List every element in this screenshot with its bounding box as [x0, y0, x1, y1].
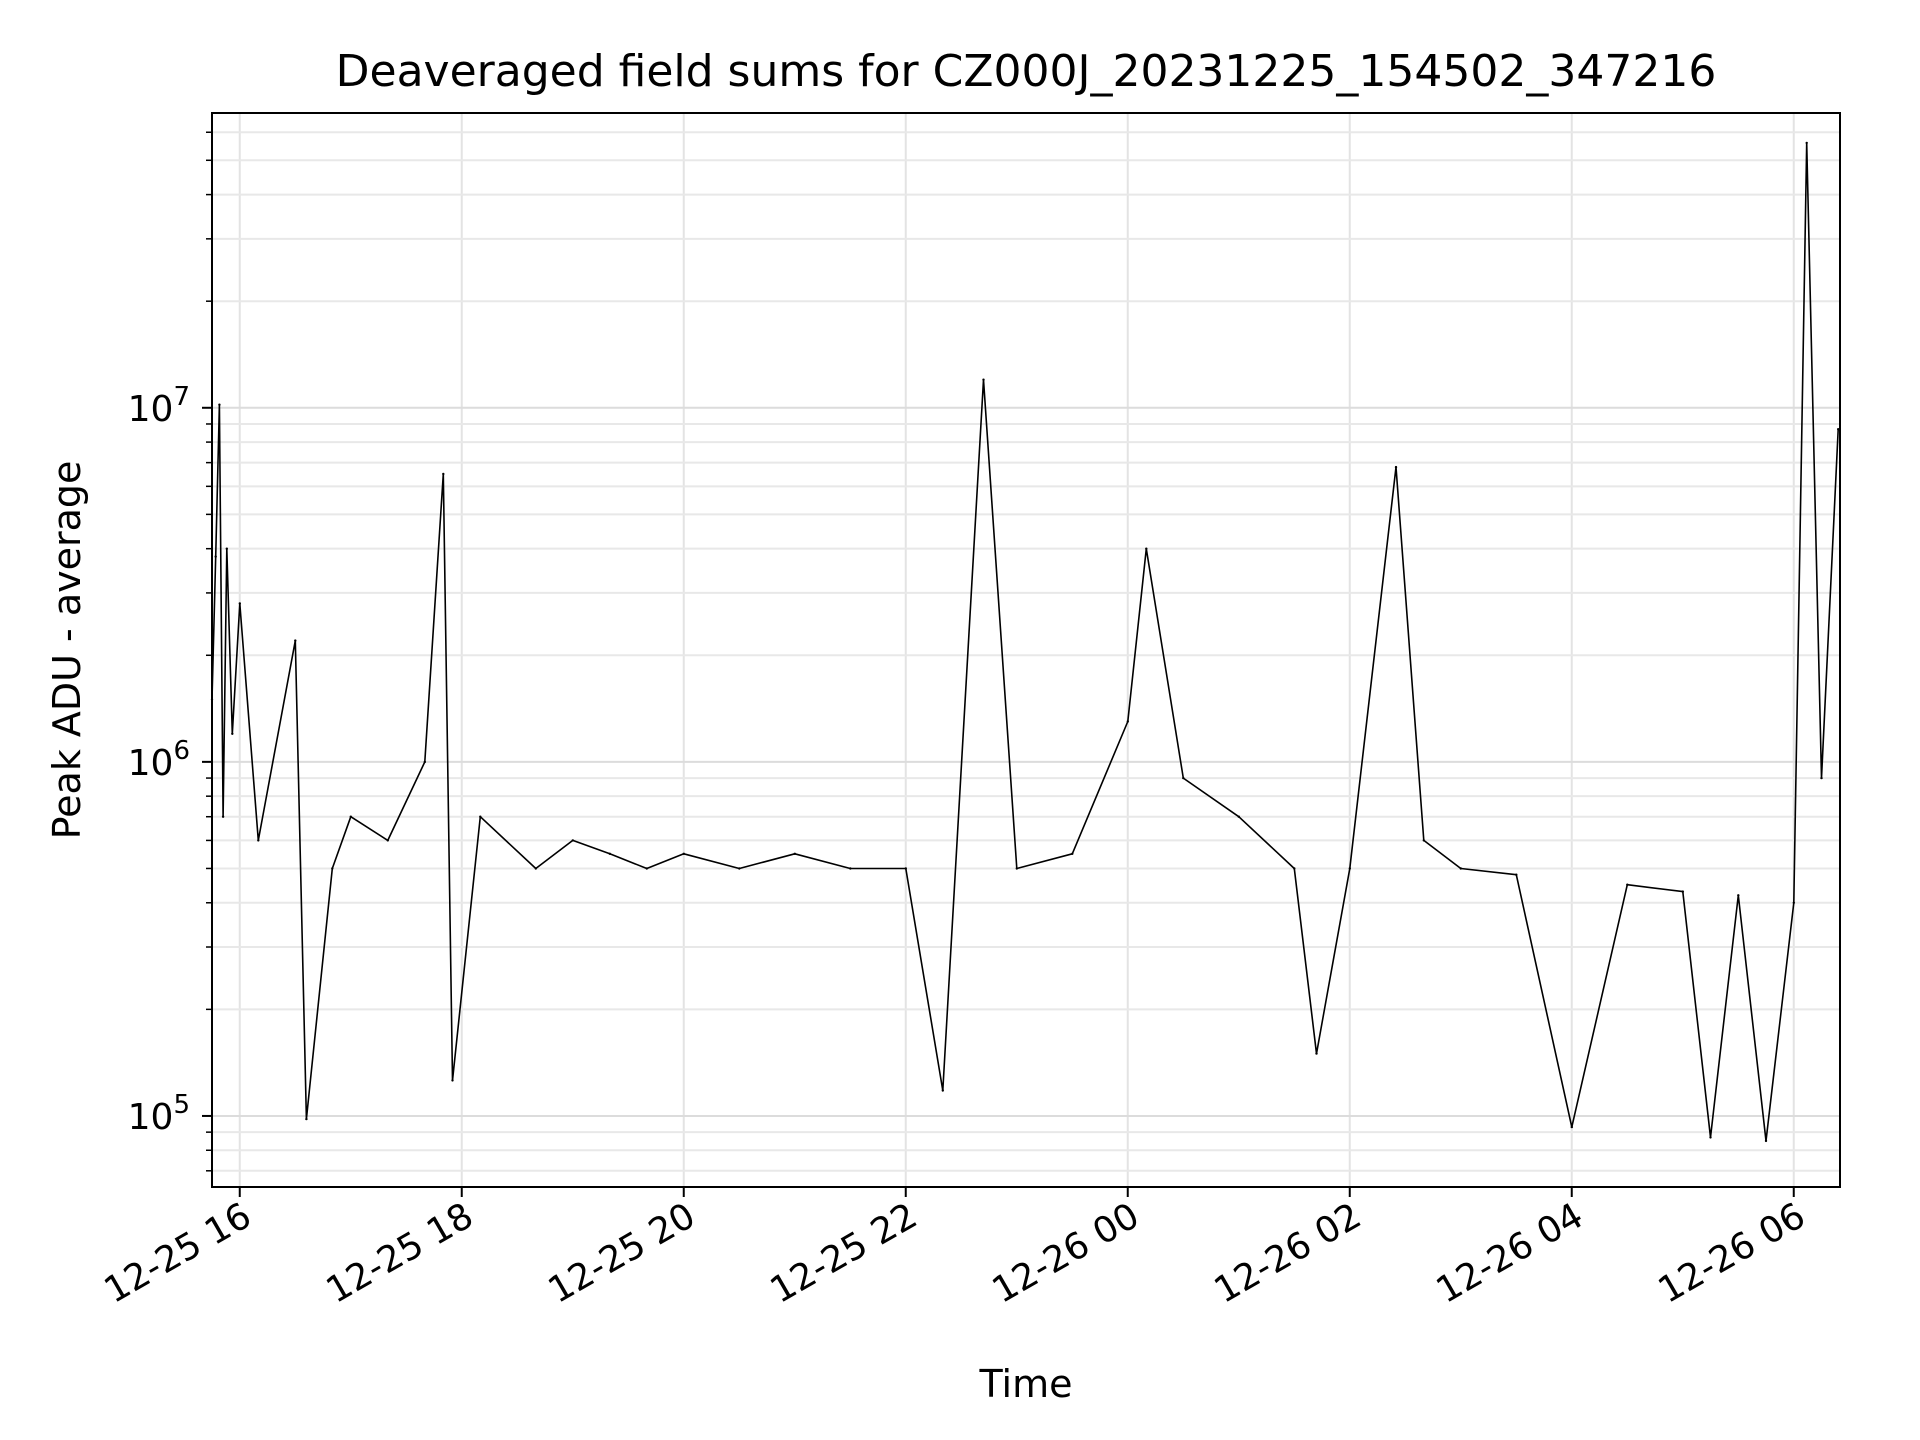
plot-frame	[211, 112, 1841, 1188]
data-point	[1681, 890, 1685, 893]
data-point	[534, 867, 537, 870]
x-axis-label: Time	[979, 1362, 1073, 1406]
data-point	[451, 1079, 454, 1082]
data-point	[1805, 141, 1808, 145]
data-point	[257, 839, 260, 842]
data-point	[608, 852, 611, 855]
data-point	[1394, 465, 1398, 469]
y-axis-label: Peak ADU - average	[45, 461, 89, 840]
data-point	[1515, 873, 1518, 876]
chart-title: Deaveraged field sums for CZ000J_2023122…	[336, 46, 1717, 97]
data-point	[941, 1089, 944, 1092]
series-layer	[210, 141, 1840, 1143]
data-point	[1837, 428, 1840, 431]
data-point	[1570, 1125, 1574, 1129]
data-point	[221, 815, 225, 818]
data-point	[214, 555, 217, 558]
data-point	[218, 403, 221, 406]
data-point	[738, 867, 741, 870]
data-point	[231, 732, 234, 735]
data-point	[682, 852, 685, 855]
data-point	[479, 815, 482, 818]
data-point	[331, 867, 334, 870]
data-point	[423, 760, 426, 764]
data-point	[1737, 894, 1740, 897]
data-point	[1709, 1136, 1712, 1139]
data-point	[1422, 839, 1426, 842]
data-point	[1820, 776, 1823, 780]
data-point	[1315, 1052, 1318, 1055]
y-tick-label: 105	[128, 1090, 190, 1138]
grid-layer	[212, 113, 1840, 1187]
data-point	[1126, 720, 1130, 723]
data-point	[645, 867, 648, 870]
data-point	[294, 639, 297, 642]
data-point	[793, 852, 796, 855]
data-point	[1145, 547, 1148, 550]
data-point	[238, 602, 241, 605]
data-point	[305, 1117, 308, 1121]
data-point	[1764, 1139, 1768, 1143]
y-tick-label: 107	[128, 382, 190, 430]
data-point	[349, 815, 352, 818]
data-point	[1015, 867, 1018, 870]
data-point	[1792, 901, 1796, 904]
data-point	[982, 378, 985, 381]
data-point	[1071, 852, 1074, 855]
data-point	[386, 839, 389, 842]
data-point	[571, 839, 574, 842]
data-point	[442, 472, 445, 476]
data-point	[1237, 815, 1241, 818]
data-point	[1293, 867, 1296, 870]
data-point	[1182, 776, 1185, 780]
data-point	[1459, 867, 1463, 870]
y-tick-label: 106	[128, 736, 190, 784]
data-point	[1348, 867, 1352, 870]
data-point	[849, 867, 852, 870]
data-point	[904, 867, 907, 870]
data-point	[225, 547, 228, 550]
data-point	[1626, 883, 1629, 886]
